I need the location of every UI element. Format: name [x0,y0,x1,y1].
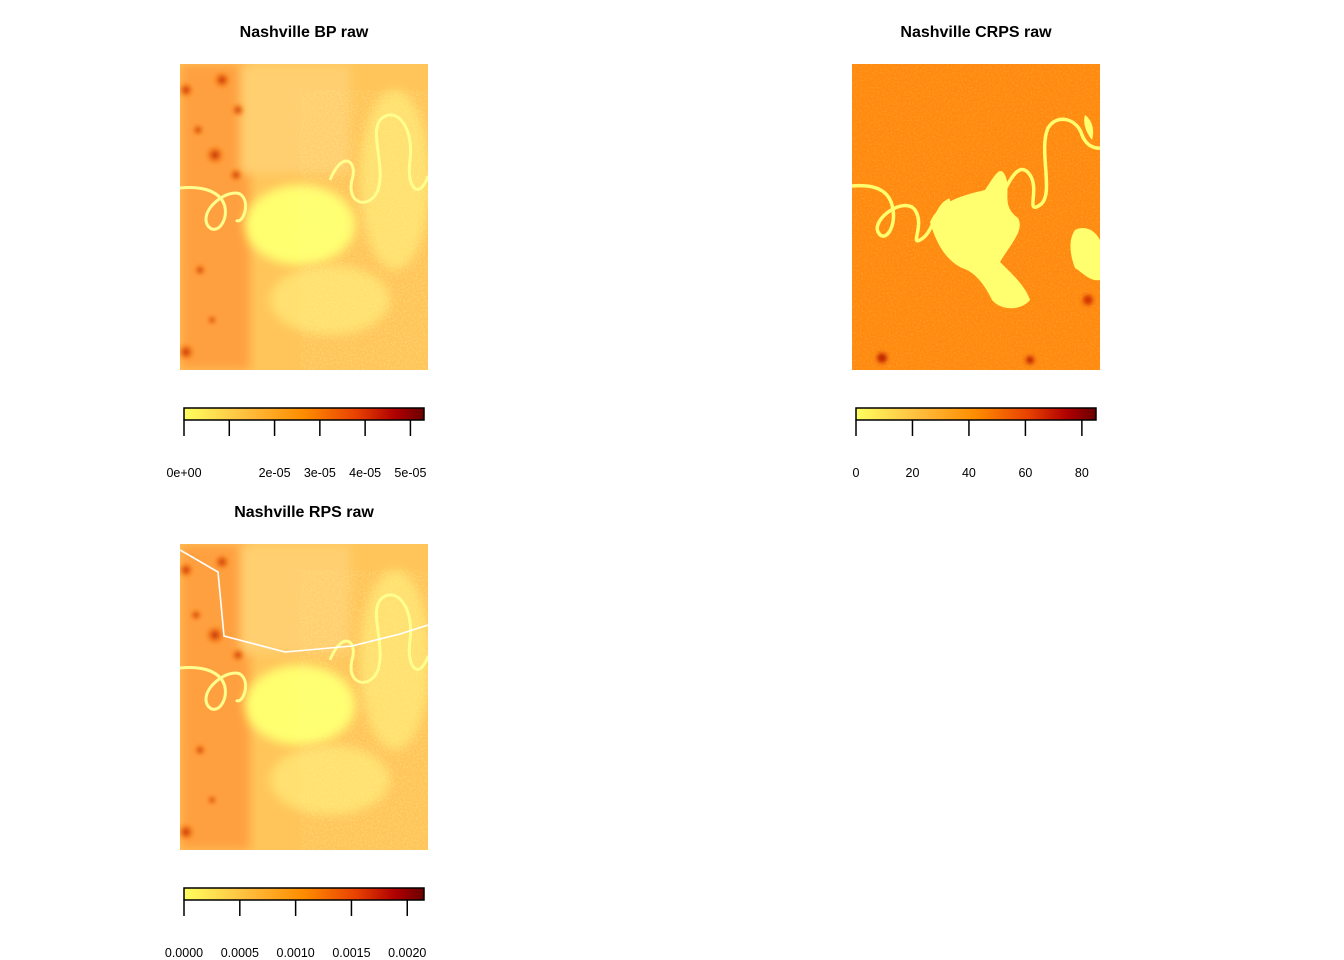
colorbar-tick-label-crps-4: 80 [1075,466,1089,480]
colorbar-tick-label-crps-2: 40 [962,466,976,480]
panel-rps: Nashville RPS raw 0.0 [165,504,428,960]
colorbar-tick-label-bp-3: 3e-05 [304,466,336,480]
colorbar-tick-label-crps-3: 60 [1018,466,1032,480]
colorbar-tick-label-rps-2: 0.0010 [277,946,315,960]
colorbar-tick-label-rps-4: 0.0020 [388,946,426,960]
colorbar-ticks-crps: 0 20 40 60 80 [853,420,1089,480]
colorbar-ticks-rps: 0.0000 0.0005 0.0010 0.0015 0.0020 [165,900,426,960]
colorbar-tick-label-bp-0: 0e+00 [166,466,201,480]
colorbar-tick-label-crps-0: 0 [853,466,860,480]
colorbar-ramp-rps [183,887,425,901]
colorbar-tick-label-bp-4: 4e-05 [349,466,381,480]
panel-bp: Nashville BP raw 0e [166,24,428,480]
chart-title-crps: Nashville CRPS raw [900,24,1052,41]
colorbar-rps: 0.0000 0.0005 0.0010 0.0015 0.0020 [165,887,426,960]
boundary-line-rps [180,549,428,653]
colorbar-crps: 0 20 40 60 80 [853,407,1097,480]
colorbar-ticks-bp: 0e+00 2e-05 3e-05 4e-05 5e-05 [166,420,426,480]
colorbar-ramp-crps [855,407,1097,421]
panel-crps: Nashville CRPS raw 0 20 40 60 80 [852,24,1100,480]
raster-map-bp [180,64,428,370]
colorbar-ramp-bp [183,407,425,421]
chart-title-rps: Nashville RPS raw [234,504,374,521]
colorbar-tick-label-crps-1: 20 [906,466,920,480]
raster-map-rps [180,544,428,850]
raster-map-crps [852,64,1100,370]
chart-title-bp: Nashville BP raw [240,24,369,41]
colorbar-tick-label-bp-2: 2e-05 [259,466,291,480]
colorbar-bp: 0e+00 2e-05 3e-05 4e-05 5e-05 [166,407,426,480]
urban-area-crps [930,170,1030,309]
colorbar-tick-label-rps-3: 0.0015 [332,946,370,960]
colorbar-tick-label-rps-1: 0.0005 [221,946,259,960]
colorbar-tick-label-rps-0: 0.0000 [165,946,203,960]
colorbar-tick-label-bp-5: 5e-05 [394,466,426,480]
